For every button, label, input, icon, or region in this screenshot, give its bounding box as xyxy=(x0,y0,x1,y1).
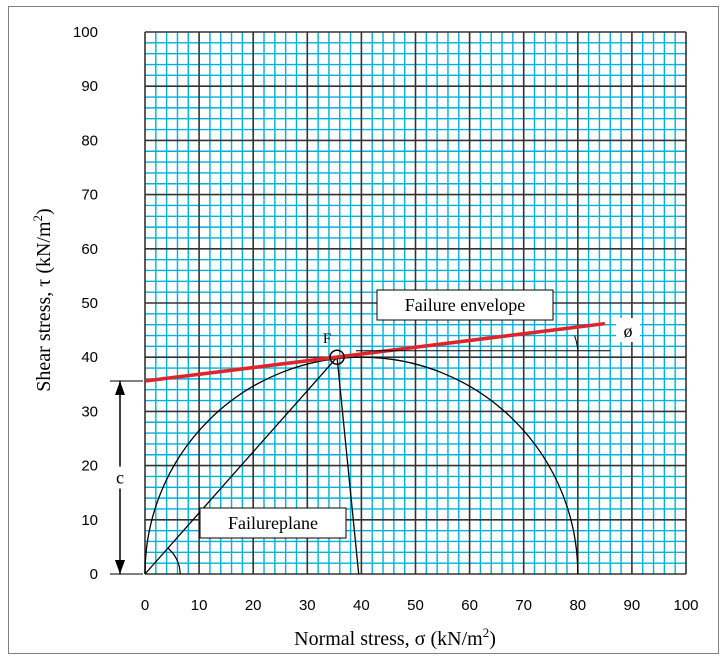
failure-point-label: F xyxy=(323,331,331,347)
x-tick-label: 60 xyxy=(461,597,478,614)
failure-envelope-label: Failure envelope xyxy=(405,295,525,315)
pole-line xyxy=(336,357,360,575)
x-tick-label: 20 xyxy=(245,597,262,614)
y-tick-label: 40 xyxy=(81,349,98,366)
x-tick-label: 40 xyxy=(353,597,370,614)
y-tick-label: 10 xyxy=(81,512,98,529)
failure-plane-line xyxy=(144,356,338,575)
friction-angle-label-bg xyxy=(616,318,640,342)
failure-point-marker xyxy=(329,349,345,365)
cohesion-label: c xyxy=(116,468,124,488)
mohr-circle xyxy=(144,356,579,575)
cohesion-arrow-bottom xyxy=(115,560,125,574)
cohesion-label-bg xyxy=(111,466,129,489)
y-tick-label: 100 xyxy=(73,24,98,41)
x-tick-label: 10 xyxy=(191,597,208,614)
failure-plane-label-box xyxy=(199,507,347,539)
friction-angle-label: ø xyxy=(624,321,633,341)
cohesion-arrow-top xyxy=(115,381,125,396)
tick-labels: 0 10 20 30 40 50 60 70 80 90 100 0 10 20 30 40 50 60 70 80 9… xyxy=(73,24,699,614)
friction-angle-arc xyxy=(574,335,579,351)
x-tick-label: 0 xyxy=(141,597,149,614)
x-tick-label: 50 xyxy=(407,597,424,614)
x-axis-title: Normal stress, σ (kN/m2) xyxy=(294,625,496,650)
x-tick-label: 80 xyxy=(569,597,586,614)
y-tick-label: 0 xyxy=(90,566,98,583)
x-tick-label: 70 xyxy=(515,597,532,614)
x-tick-label: 30 xyxy=(299,597,316,614)
x-tick-label: 100 xyxy=(673,597,698,614)
failure-envelope-label-box xyxy=(376,289,554,321)
y-tick-label: 60 xyxy=(81,241,98,258)
y-axis-title: Shear stress, τ (kN/m2) xyxy=(30,208,55,391)
y-tick-label: 30 xyxy=(81,403,98,420)
y-tick-label: 70 xyxy=(81,187,98,204)
x-tick-label: 90 xyxy=(624,597,641,614)
y-tick-label: 80 xyxy=(81,132,98,149)
y-tick-label: 90 xyxy=(81,78,98,95)
y-tick-label: 50 xyxy=(81,295,98,312)
plane-angle-arc xyxy=(167,547,181,575)
y-tick-label: 20 xyxy=(81,458,98,475)
failure-envelope-line xyxy=(144,321,606,383)
chart-marks: Fc Failure envelope Failureplane ø xyxy=(110,289,640,575)
failure-plane-label: Failureplane xyxy=(228,513,318,533)
